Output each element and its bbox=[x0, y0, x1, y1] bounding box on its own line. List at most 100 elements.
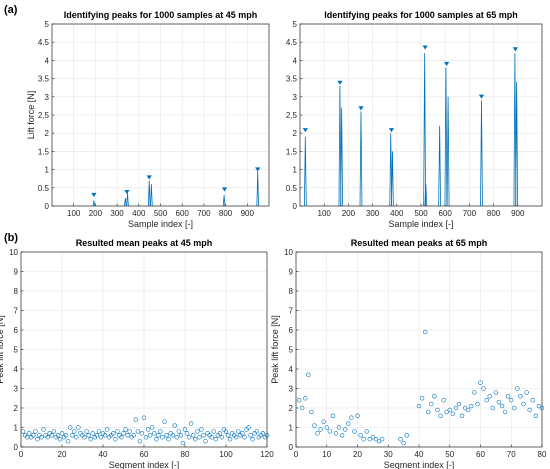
x-axis-label: Sample index [-] bbox=[388, 219, 453, 229]
scatter-point bbox=[376, 438, 382, 444]
scatter-point bbox=[441, 398, 446, 403]
scatter-point bbox=[59, 431, 65, 436]
y-tick-label: 9 bbox=[14, 268, 19, 277]
scatter-point bbox=[438, 413, 443, 418]
y-tick-label: 1 bbox=[45, 166, 50, 175]
x-tick-label: 600 bbox=[439, 209, 453, 218]
scatter-point bbox=[502, 409, 508, 415]
y-tick-label: 10 bbox=[9, 248, 18, 257]
y-axis-label: Lift force [N] bbox=[26, 91, 36, 140]
scatter-point bbox=[143, 435, 149, 440]
y-tick-label: 3 bbox=[45, 93, 50, 102]
signal-pulse bbox=[444, 67, 448, 207]
scatter-point bbox=[250, 437, 255, 442]
scatter-point bbox=[327, 429, 333, 434]
scatter-point bbox=[45, 435, 50, 440]
scatter-point bbox=[240, 431, 245, 436]
y-tick-label: 5 bbox=[45, 20, 50, 29]
scatter-point bbox=[315, 431, 320, 436]
scatter-point bbox=[352, 429, 357, 434]
x-tick-label: 60 bbox=[476, 450, 485, 459]
scatter-point bbox=[102, 433, 108, 438]
y-tick-label: 4 bbox=[289, 365, 294, 374]
scatter-point bbox=[172, 423, 177, 428]
scatter-point bbox=[51, 429, 56, 434]
scatter-point bbox=[74, 435, 79, 440]
signal-pulse bbox=[338, 85, 342, 207]
scatter-point bbox=[429, 401, 434, 407]
peak-marker bbox=[512, 47, 518, 52]
scatter-point bbox=[515, 386, 520, 391]
y-tick-label: 1 bbox=[14, 424, 19, 433]
y-tick-label: 0 bbox=[289, 443, 294, 452]
y-tick-label: 4 bbox=[45, 56, 50, 65]
scatter-point bbox=[499, 403, 505, 409]
y-tick-label: 8 bbox=[289, 287, 294, 296]
scatter-point bbox=[505, 394, 511, 399]
chart-3: 0 20 40 60 80 100 120 0 1 2 3 4 5 6 7 8 9 10 Resulted mean… bbox=[0, 238, 274, 469]
scatter-point bbox=[154, 437, 159, 442]
scatter-point bbox=[209, 435, 214, 440]
signal-pulse bbox=[515, 82, 518, 207]
scatter-point bbox=[82, 435, 87, 440]
scatter-point bbox=[321, 419, 326, 424]
scatter-point bbox=[355, 413, 360, 418]
scatter-point bbox=[475, 401, 480, 407]
y-axis-label: Peak lift force [N] bbox=[270, 315, 280, 384]
scatter-point bbox=[299, 405, 305, 411]
signal-pulse bbox=[124, 197, 127, 207]
scatter-point bbox=[493, 390, 499, 395]
signal-pulse bbox=[391, 151, 394, 207]
scatter-point bbox=[518, 394, 523, 399]
y-tick-label: 2.5 bbox=[38, 111, 50, 120]
signal-pulse bbox=[303, 136, 307, 207]
scatter-point bbox=[67, 425, 73, 430]
scatter-point bbox=[447, 407, 452, 413]
x-tick-label: 50 bbox=[445, 450, 454, 459]
scatter-point bbox=[35, 437, 40, 442]
scatter-point bbox=[49, 433, 54, 438]
scatter-point bbox=[330, 413, 336, 418]
scatter-point bbox=[191, 433, 196, 438]
axes-frame bbox=[20, 251, 268, 448]
peak-marker bbox=[478, 94, 485, 99]
scatter-point bbox=[426, 409, 431, 415]
scatter-point bbox=[246, 425, 251, 430]
scatter-point bbox=[213, 437, 218, 442]
peak-marker bbox=[358, 106, 364, 111]
y-tick-label: 3 bbox=[14, 385, 19, 394]
scatter-point bbox=[135, 429, 141, 434]
scatter-point bbox=[219, 435, 225, 440]
x-tick-label: 800 bbox=[487, 209, 501, 218]
scatter-point bbox=[186, 435, 192, 440]
scatter-point bbox=[160, 435, 165, 440]
scatter-point bbox=[195, 429, 200, 434]
x-tick-label: 400 bbox=[132, 209, 146, 218]
scatter-point bbox=[509, 398, 514, 403]
scatter-point bbox=[248, 433, 253, 438]
signal-pulse bbox=[438, 125, 442, 207]
scatter-point bbox=[90, 431, 95, 436]
y-tick-label: 5 bbox=[293, 20, 298, 29]
x-tick-label: 200 bbox=[89, 209, 103, 218]
y-tick-label: 7 bbox=[14, 307, 19, 316]
scatter-point bbox=[364, 429, 369, 434]
scatter-point bbox=[170, 433, 175, 438]
scatter-point bbox=[197, 435, 202, 440]
scatter-point bbox=[487, 394, 492, 399]
x-tick-label: 100 bbox=[318, 209, 332, 218]
scatter-point bbox=[416, 403, 422, 409]
scatter-point bbox=[512, 405, 517, 411]
panel-label-a: (a) bbox=[4, 4, 18, 16]
panel-label-b: (b) bbox=[4, 232, 18, 244]
y-tick-label: 1 bbox=[293, 166, 298, 175]
x-axis-label: Sample index [-] bbox=[128, 219, 193, 229]
signal-pulse bbox=[389, 133, 393, 207]
x-tick-label: 300 bbox=[110, 209, 124, 218]
x-tick-label: 0 bbox=[19, 450, 24, 459]
scatter-point bbox=[217, 431, 223, 436]
scatter-point bbox=[65, 438, 71, 444]
signal-pulse bbox=[222, 195, 226, 207]
y-tick-label: 0 bbox=[14, 443, 19, 452]
scatter-point bbox=[94, 433, 100, 438]
